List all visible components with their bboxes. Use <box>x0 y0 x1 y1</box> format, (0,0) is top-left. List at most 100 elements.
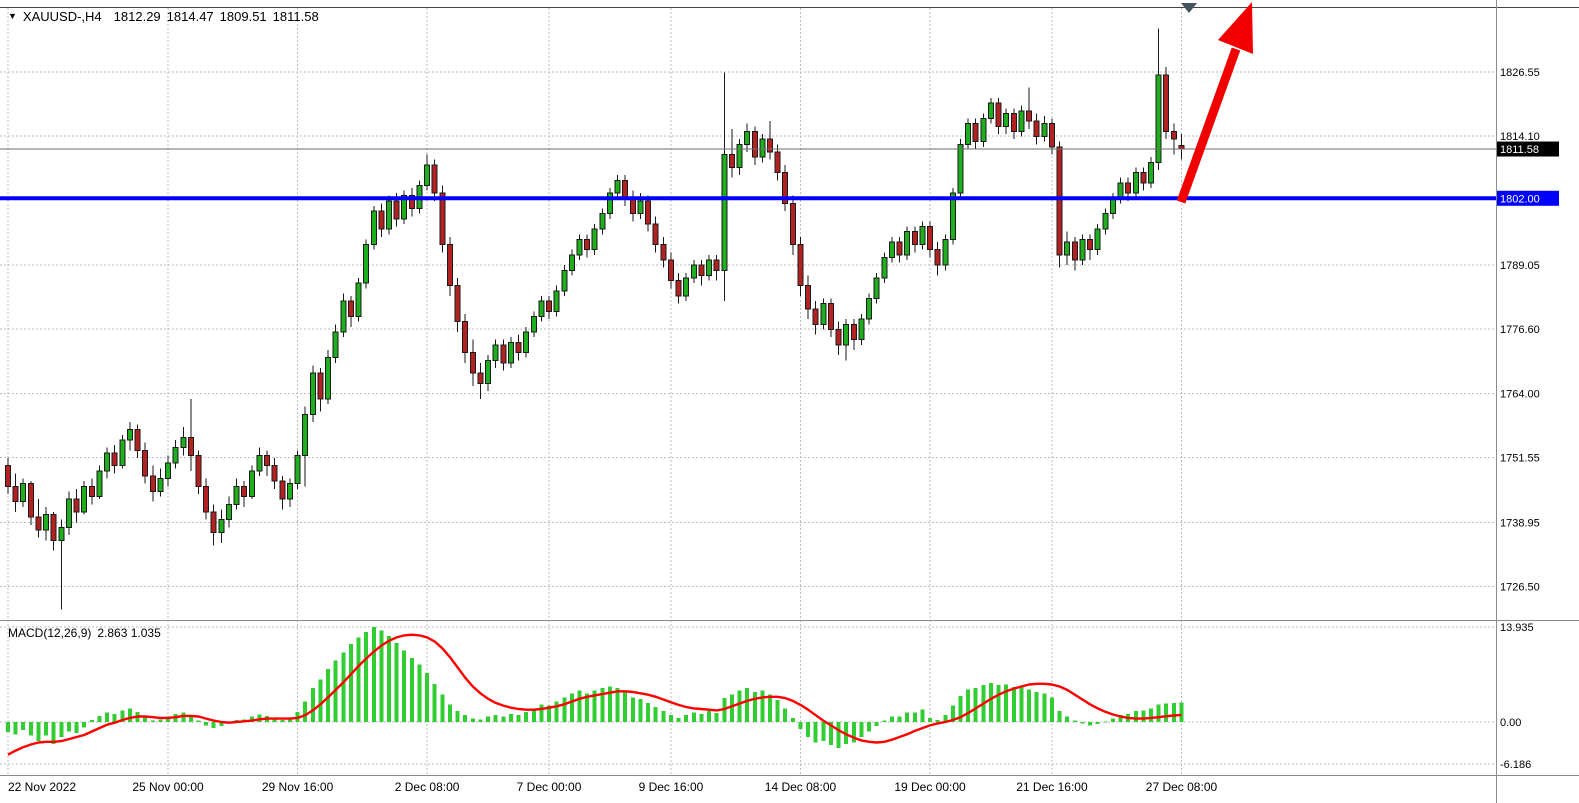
candle-up <box>485 359 492 384</box>
candle-down <box>134 429 141 451</box>
candle-down <box>1071 241 1078 261</box>
candle-down <box>35 516 42 531</box>
macd-histogram-bar <box>897 716 902 722</box>
candle-down <box>652 223 659 246</box>
candle-down <box>789 202 796 246</box>
candle-down <box>911 231 918 246</box>
symbol-period-label: XAUUSD-,H4 <box>22 9 102 24</box>
candle-down <box>347 300 354 318</box>
time-axis-label: 29 Nov 16:00 <box>262 780 334 794</box>
macd-histogram-bar <box>150 720 155 722</box>
trend-arrow[interactable] <box>1176 2 1253 204</box>
macd-histogram-bar <box>341 652 346 722</box>
candle-up <box>218 519 225 534</box>
macd-histogram-bar <box>950 705 955 722</box>
macd-histogram-bar <box>806 721 811 738</box>
macd-histogram-bar <box>691 712 696 722</box>
candle-down <box>728 154 735 168</box>
macd-histogram-bar <box>204 721 209 726</box>
candle-up <box>386 200 392 230</box>
candle-down <box>774 151 781 174</box>
macd-histogram-bar <box>760 690 765 722</box>
macd-signal-line <box>7 633 1182 756</box>
macd-histogram-bar <box>211 721 216 729</box>
macd-histogram-bar <box>752 691 757 722</box>
macd-histogram-bar <box>287 717 292 722</box>
candle-up <box>949 192 956 240</box>
macd-histogram-bar <box>615 687 620 722</box>
candle-up <box>43 514 50 531</box>
price-axis[interactable]: 1826.55 1814.10 1789.05 1776.60 1764.00 1751.… <box>1497 67 1559 771</box>
macd-histogram-bar <box>737 690 742 722</box>
candle-up <box>744 130 751 145</box>
candle-down <box>1010 112 1017 132</box>
candle-down <box>767 138 773 153</box>
macd-histogram-bar <box>600 687 605 722</box>
candle-up <box>1041 123 1048 138</box>
indicator-values: 2.863 1.035 <box>97 626 161 640</box>
macd-histogram-bar <box>1103 721 1108 723</box>
candle-down <box>812 308 819 325</box>
candle-down <box>264 454 271 467</box>
macd-histogram-bar <box>82 721 87 728</box>
candle-down <box>1163 74 1170 132</box>
candle-down <box>142 449 149 477</box>
candle-down <box>675 280 682 297</box>
chart-shift-marker-icon[interactable] <box>1181 3 1197 13</box>
price-axis-label: 1826.55 <box>1500 67 1540 79</box>
candle-down <box>241 485 248 498</box>
time-axis-label: 9 Dec 16:00 <box>639 780 704 794</box>
macd-histogram-bar <box>745 687 750 722</box>
candle-up <box>1102 213 1109 230</box>
candle-up <box>530 316 537 333</box>
macd-histogram-bar <box>394 642 399 722</box>
candle-down <box>1033 120 1040 138</box>
macd-histogram-bar <box>607 686 612 722</box>
candle-down <box>210 511 217 534</box>
macd-histogram-bar <box>768 694 772 722</box>
candle-up <box>866 298 873 320</box>
macd-histogram-bar <box>486 716 491 722</box>
candle-up <box>881 256 888 279</box>
time-axis[interactable]: 22 Nov 2022 25 Nov 00:00 29 Nov 16:00 2 Dec… <box>8 780 1217 794</box>
time-axis-label: 19 Dec 00:00 <box>894 780 966 794</box>
macd-histogram-bar <box>844 721 849 744</box>
macd-histogram-bar <box>51 721 56 744</box>
price-axis-label: 1726.50 <box>1500 582 1540 594</box>
macd-histogram-bar <box>828 721 833 746</box>
macd-histogram-bar <box>6 721 10 733</box>
macd-histogram-bar <box>508 713 513 722</box>
macd-histogram-bar <box>874 721 879 727</box>
candle-up <box>1064 241 1071 256</box>
candle-up <box>599 213 606 230</box>
macd-histogram-bar <box>668 715 673 722</box>
symbol-dropdown-icon[interactable]: ▼ <box>8 11 17 21</box>
macd-histogram-bar <box>66 721 71 732</box>
macd-axis-label: 13.935 <box>1500 622 1534 634</box>
macd-histogram-bar <box>127 708 132 722</box>
candle-down <box>500 344 507 364</box>
candle-up <box>987 102 994 120</box>
support-line-badge-label: 1802.00 <box>1500 193 1540 205</box>
macd-histogram-bar <box>120 710 125 722</box>
candle-up <box>1117 182 1124 199</box>
candle-up <box>1003 112 1010 127</box>
candle-up <box>523 331 530 354</box>
macd-histogram-bar <box>973 687 978 722</box>
macd-histogram-bar <box>158 719 163 722</box>
price-axis-label: 1776.60 <box>1500 324 1540 336</box>
candle-up <box>736 143 743 168</box>
candle-up <box>507 341 514 364</box>
candle-up <box>104 452 111 472</box>
candle-up <box>370 210 377 246</box>
candle-down <box>835 328 842 346</box>
macd-histogram-bar <box>729 694 734 722</box>
macd-histogram-bar <box>867 721 872 732</box>
candle-up <box>180 436 187 449</box>
candle-down <box>149 475 156 492</box>
candle-down <box>1170 130 1177 140</box>
macd-histogram-bar <box>813 721 818 743</box>
